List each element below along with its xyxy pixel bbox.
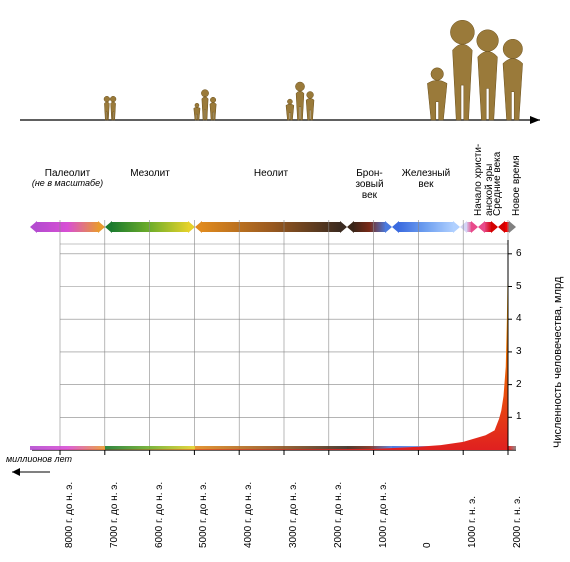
x-tick-label: 1000 г. до н. э. [378, 482, 389, 548]
x-left-note: миллионов лет [6, 454, 72, 464]
x-tick-label: 2000 г. н. э. [512, 496, 523, 548]
y-tick-label: 5 [516, 281, 522, 292]
y-tick-label: 3 [516, 346, 522, 357]
x-tick-label: 4000 г. до н. э. [243, 482, 254, 548]
x-tick-label: 6000 г. до н. э. [154, 482, 165, 548]
y-axis-title: Численность человечества, млрд [552, 277, 564, 448]
x-tick-label: 7000 г. до н. э. [109, 482, 120, 548]
x-tick-label: 5000 г. до н. э. [198, 482, 209, 548]
y-tick-label: 6 [516, 248, 522, 259]
y-tick-label: 4 [516, 313, 522, 324]
x-tick-label: 1000 г. н. э. [467, 496, 478, 548]
x-tick-label: 2000 г. до н. э. [333, 482, 344, 548]
x-tick-label: 8000 г. до н. э. [64, 482, 75, 548]
y-tick-label: 2 [516, 379, 522, 390]
population-chart [0, 0, 570, 562]
x-tick-label: 3000 г. до н. э. [288, 482, 299, 548]
x-tick-label: 0 [422, 542, 433, 548]
y-tick-label: 1 [516, 411, 522, 422]
